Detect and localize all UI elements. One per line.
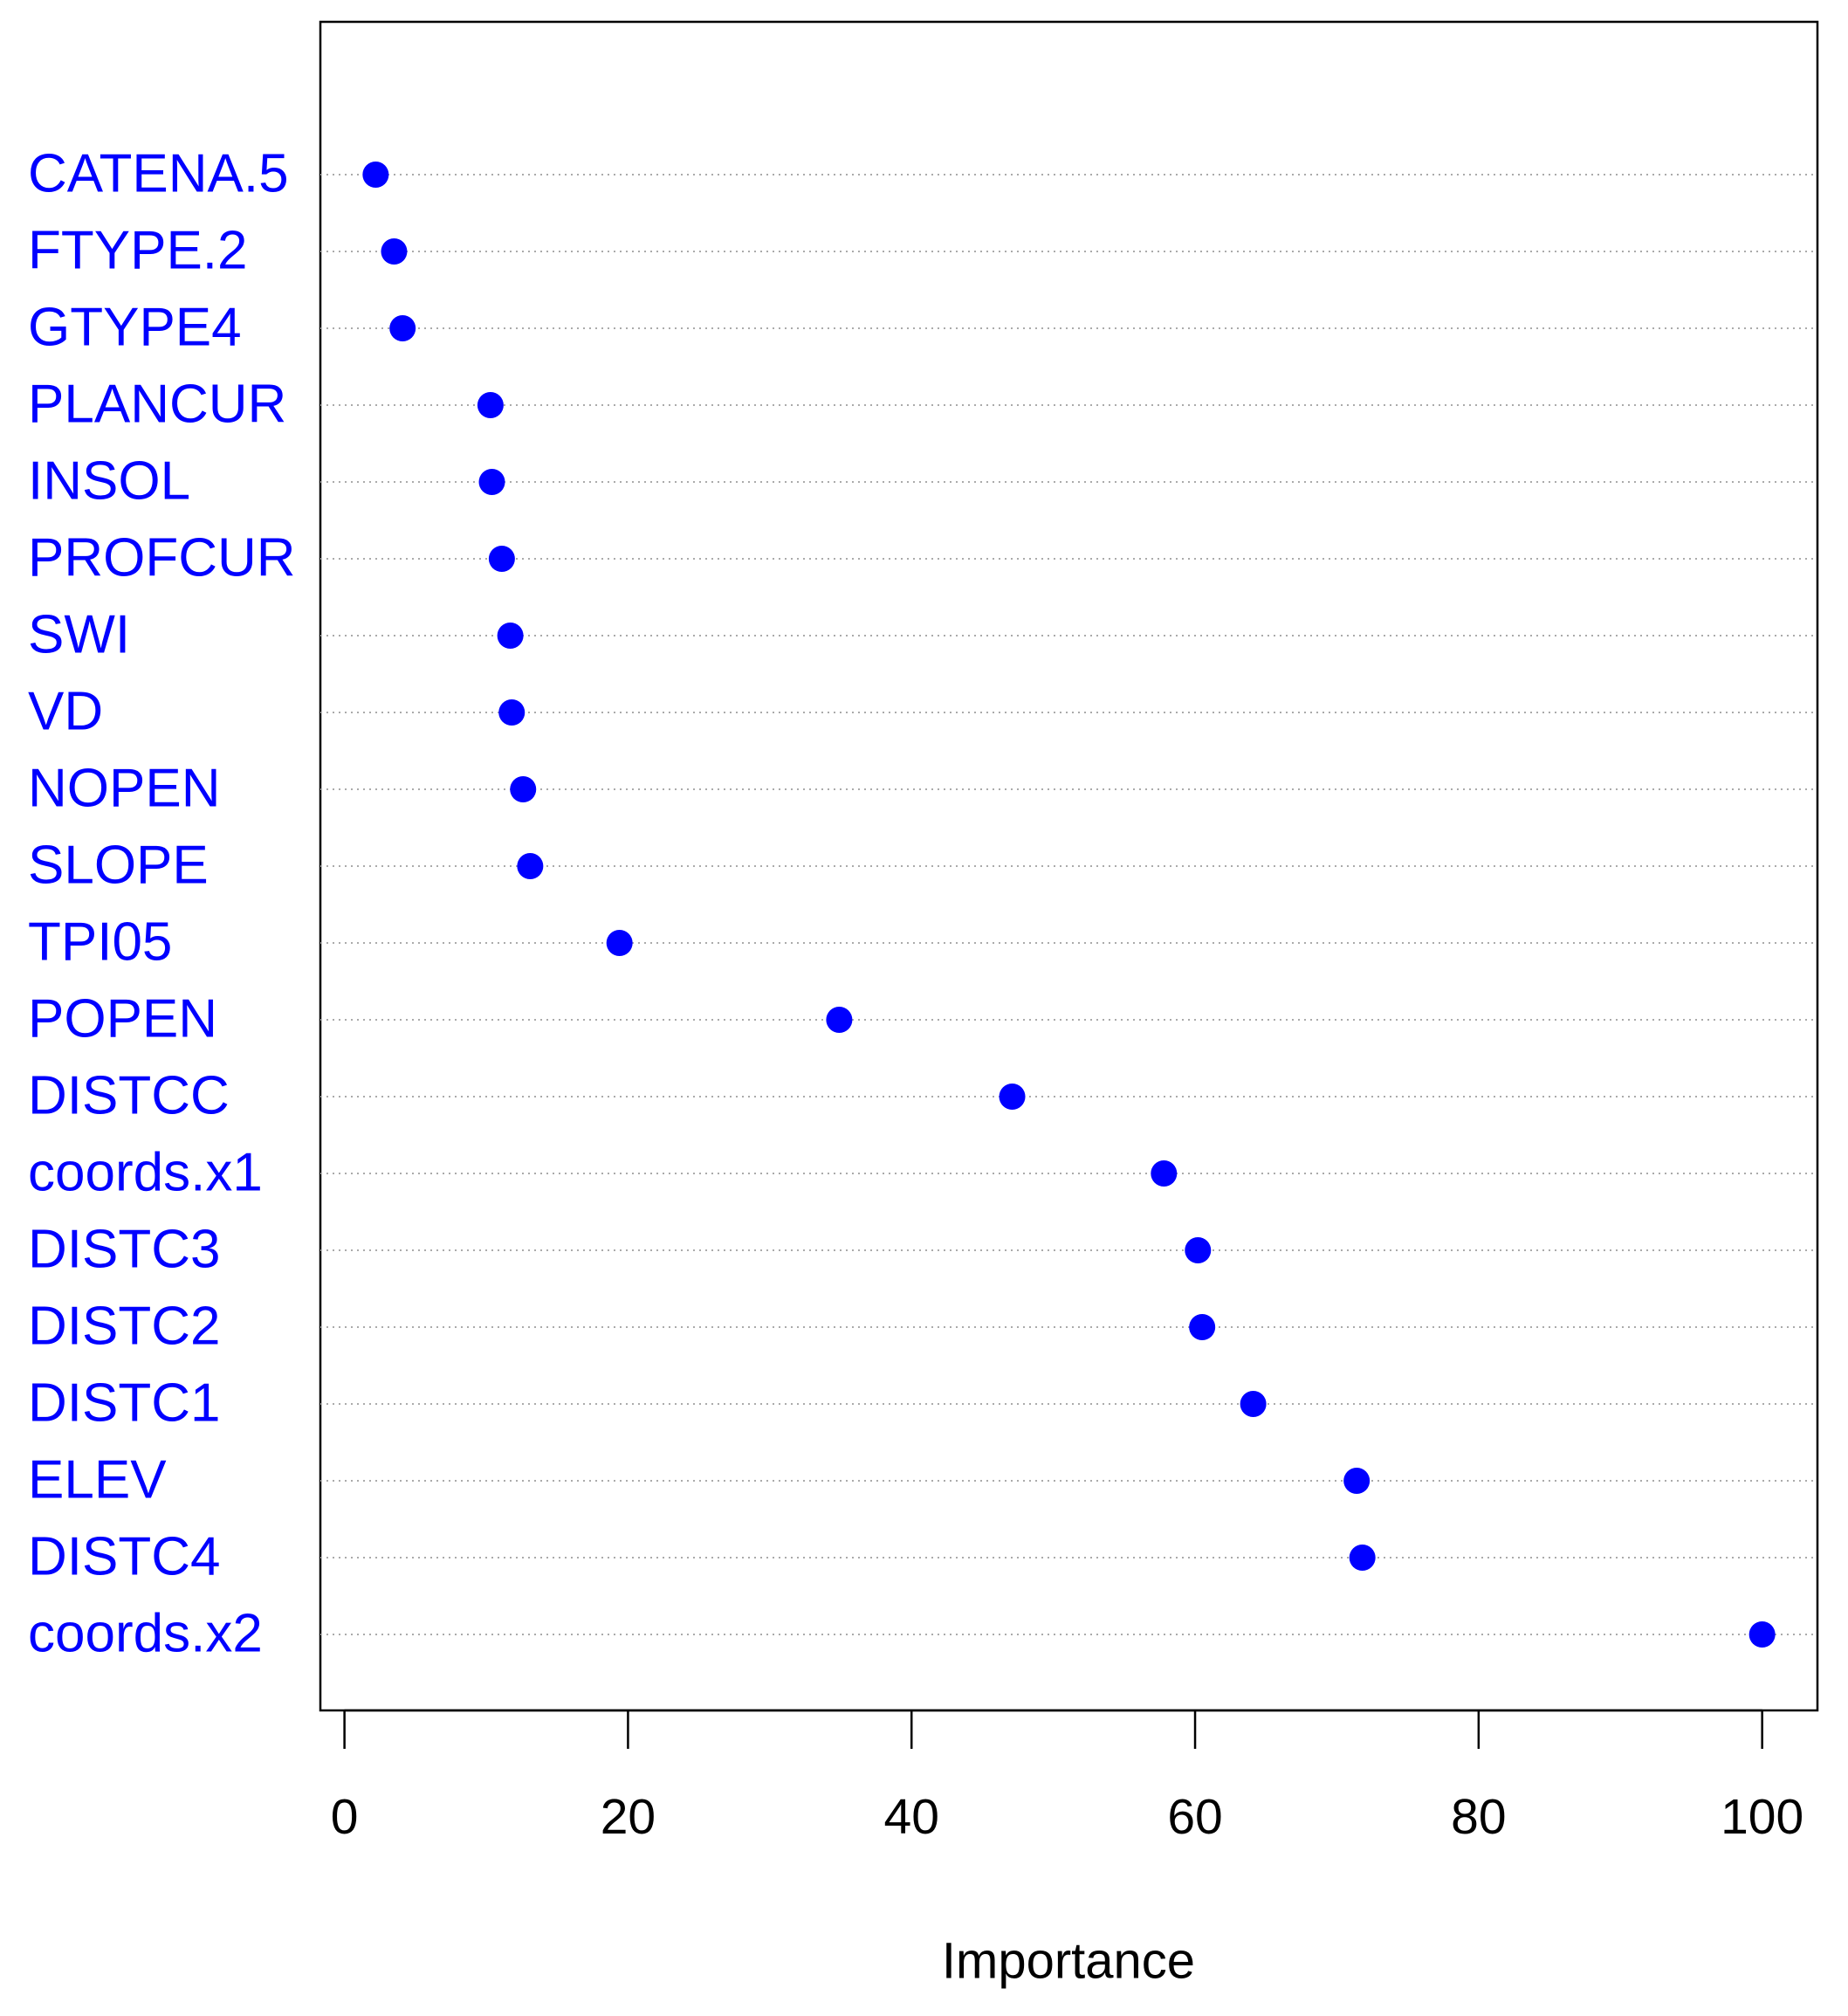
- dot: [606, 930, 633, 956]
- dot: [381, 238, 408, 265]
- category-label: DISTCC: [28, 1065, 230, 1125]
- dot: [497, 623, 524, 649]
- category-label: FTYPE.2: [28, 220, 248, 280]
- category-label: PROFCUR: [28, 527, 296, 588]
- dot: [1189, 1314, 1216, 1340]
- dot: [1349, 1545, 1376, 1571]
- x-tick-label: 20: [601, 1789, 656, 1845]
- dot: [478, 469, 505, 495]
- dot: [999, 1084, 1026, 1110]
- dot: [1748, 1621, 1776, 1648]
- dot: [1240, 1391, 1267, 1417]
- dot: [389, 315, 416, 341]
- category-label: DISTC2: [28, 1296, 220, 1356]
- dot: [517, 853, 544, 879]
- category-label: GTYPE4: [28, 297, 242, 357]
- category-label: INSOL: [28, 451, 190, 511]
- dot: [510, 776, 537, 802]
- dot: [1343, 1468, 1371, 1494]
- x-tick-label: 80: [1451, 1789, 1506, 1845]
- x-tick-label: 100: [1721, 1789, 1803, 1845]
- x-axis-title: Importance: [942, 1932, 1195, 1989]
- category-label: TPI05: [28, 912, 172, 972]
- category-label: PLANCUR: [28, 374, 286, 434]
- dot: [488, 546, 515, 572]
- category-label: coords.x2: [28, 1603, 263, 1663]
- category-label: NOPEN: [28, 758, 220, 818]
- category-label: SWI: [28, 604, 130, 664]
- category-label: SLOPE: [28, 835, 209, 895]
- x-tick-label: 0: [331, 1789, 359, 1845]
- category-label: DISTC3: [28, 1219, 220, 1279]
- dot: [477, 392, 504, 418]
- category-label: DISTC4: [28, 1526, 220, 1586]
- category-label: VD: [28, 681, 103, 741]
- category-label: coords.x1: [28, 1142, 263, 1202]
- dot: [1185, 1237, 1212, 1263]
- category-label: DISTC1: [28, 1373, 220, 1433]
- x-tick-label: 60: [1167, 1789, 1222, 1845]
- dot: [826, 1007, 853, 1033]
- dot: [498, 699, 526, 726]
- category-label: ELEV: [28, 1449, 167, 1510]
- dot: [362, 162, 389, 188]
- category-label: POPEN: [28, 988, 217, 1049]
- dot: [1151, 1160, 1178, 1187]
- category-label: CATENA.5: [28, 143, 289, 203]
- x-tick-label: 40: [884, 1789, 939, 1845]
